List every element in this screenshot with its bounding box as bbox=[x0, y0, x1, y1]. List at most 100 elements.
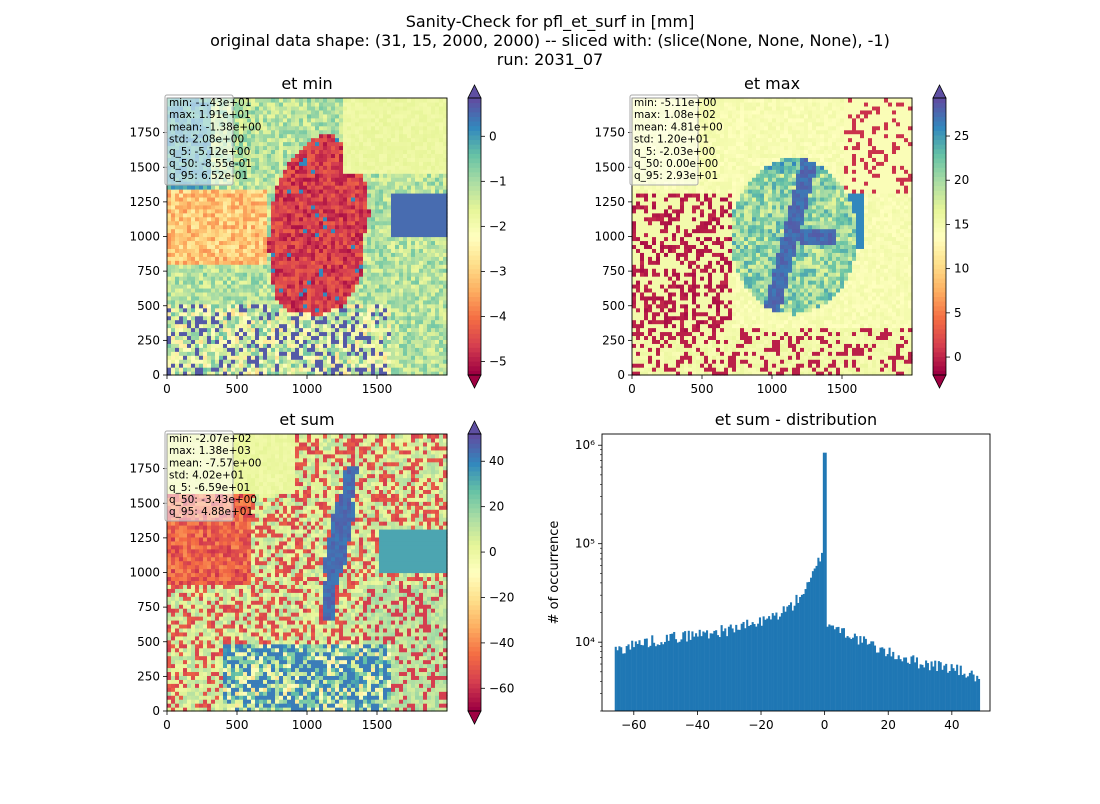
heatmap-cell bbox=[271, 122, 276, 127]
heatmap-cell bbox=[263, 335, 268, 340]
heatmap-cell bbox=[279, 252, 284, 257]
heatmap-cell bbox=[191, 304, 196, 309]
heatmap-cell bbox=[411, 268, 416, 273]
heatmap-cell bbox=[339, 225, 344, 230]
heatmap-cell bbox=[195, 335, 200, 340]
heatmap-cell bbox=[175, 351, 180, 356]
heatmap-cell bbox=[187, 339, 192, 344]
heatmap-cell bbox=[283, 320, 288, 325]
heatmap-cell bbox=[367, 260, 372, 265]
heatmap-cell bbox=[215, 264, 220, 269]
heatmap-cell bbox=[399, 201, 404, 206]
heatmap-cell bbox=[167, 335, 172, 340]
et-min-ytick-label: 500 bbox=[137, 299, 160, 313]
heatmap-cell bbox=[219, 355, 224, 360]
heatmap-cell bbox=[335, 276, 340, 281]
heatmap-cell bbox=[183, 308, 188, 313]
heatmap-cell bbox=[251, 272, 256, 277]
heatmap-cell bbox=[335, 320, 340, 325]
heatmap-cell bbox=[419, 268, 424, 273]
heatmap-cell bbox=[351, 225, 356, 230]
heatmap-cell bbox=[419, 217, 424, 222]
heatmap-cell bbox=[179, 260, 184, 265]
heatmap-cell bbox=[315, 145, 320, 150]
heatmap-cell bbox=[199, 308, 204, 313]
heatmap-cell bbox=[287, 288, 292, 293]
heatmap-cell bbox=[347, 145, 352, 150]
heatmap-cell bbox=[287, 292, 292, 297]
heatmap-cell bbox=[423, 272, 428, 277]
heatmap-cell bbox=[207, 209, 212, 214]
heatmap-cell bbox=[251, 149, 256, 154]
heatmap-cell bbox=[295, 145, 300, 150]
heatmap-cell bbox=[227, 335, 232, 340]
heatmap-cell bbox=[231, 213, 236, 218]
heatmap-cell bbox=[287, 98, 292, 103]
heatmap-cell bbox=[359, 276, 364, 281]
heatmap-cell bbox=[267, 98, 272, 103]
heatmap-cell bbox=[431, 312, 436, 317]
heatmap-cell bbox=[307, 118, 312, 123]
heatmap-cell bbox=[215, 296, 220, 301]
colorbar-segment bbox=[468, 366, 481, 371]
heatmap-cell bbox=[431, 153, 436, 158]
heatmap-cell bbox=[239, 189, 244, 194]
heatmap-cell bbox=[383, 280, 388, 285]
heatmap-cell bbox=[251, 324, 256, 329]
heatmap-cell bbox=[319, 316, 324, 321]
heatmap-cell bbox=[403, 328, 408, 333]
heatmap-cell bbox=[347, 189, 352, 194]
heatmap-cell bbox=[239, 359, 244, 364]
heatmap-cell bbox=[379, 351, 384, 356]
heatmap-cell bbox=[195, 339, 200, 344]
heatmap-cell bbox=[291, 118, 296, 123]
heatmap-cell bbox=[351, 363, 356, 368]
heatmap-cell bbox=[295, 355, 300, 360]
heatmap-cell bbox=[315, 308, 320, 313]
heatmap-cell bbox=[387, 145, 392, 150]
heatmap-cell bbox=[351, 240, 356, 245]
heatmap-cell bbox=[387, 106, 392, 111]
heatmap-cell bbox=[263, 240, 268, 245]
heatmap-cell bbox=[255, 173, 260, 178]
heatmap-cell bbox=[439, 122, 444, 127]
heatmap-cell bbox=[439, 288, 444, 293]
heatmap-cell bbox=[355, 335, 360, 340]
heatmap-cell bbox=[327, 102, 332, 107]
heatmap-cell bbox=[219, 248, 224, 253]
heatmap-cell bbox=[431, 264, 436, 269]
heatmap-cell bbox=[239, 276, 244, 281]
heatmap-cell bbox=[423, 209, 428, 214]
heatmap-cell bbox=[243, 248, 248, 253]
heatmap-cell bbox=[195, 264, 200, 269]
colorbar-segment bbox=[468, 195, 481, 200]
heatmap-cell bbox=[199, 260, 204, 265]
heatmap-cell bbox=[199, 272, 204, 277]
heatmap-cell bbox=[247, 359, 252, 364]
heatmap-cell bbox=[343, 288, 348, 293]
heatmap-cell bbox=[411, 312, 416, 317]
heatmap-cell bbox=[379, 359, 384, 364]
heatmap-cell bbox=[291, 225, 296, 230]
heatmap-cell bbox=[379, 122, 384, 127]
heatmap-cell bbox=[179, 328, 184, 333]
heatmap-cell bbox=[375, 284, 380, 289]
heatmap-cell bbox=[427, 181, 432, 186]
heatmap-cell bbox=[235, 280, 240, 285]
heatmap-cell bbox=[299, 149, 304, 154]
heatmap-cell bbox=[227, 233, 232, 238]
heatmap-cell bbox=[211, 248, 216, 253]
heatmap-cell bbox=[271, 205, 276, 210]
heatmap-cell bbox=[411, 260, 416, 265]
heatmap-cell bbox=[439, 351, 444, 356]
heatmap-cell bbox=[323, 256, 328, 261]
heatmap-cell bbox=[279, 106, 284, 111]
heatmap-cell bbox=[307, 312, 312, 317]
heatmap-cell bbox=[423, 98, 428, 103]
heatmap-cell bbox=[351, 110, 356, 115]
heatmap-cell bbox=[427, 331, 432, 336]
heatmap-cell bbox=[395, 149, 400, 154]
heatmap-cell bbox=[311, 355, 316, 360]
heatmap-cell bbox=[251, 193, 256, 198]
heatmap-cell bbox=[431, 138, 436, 143]
